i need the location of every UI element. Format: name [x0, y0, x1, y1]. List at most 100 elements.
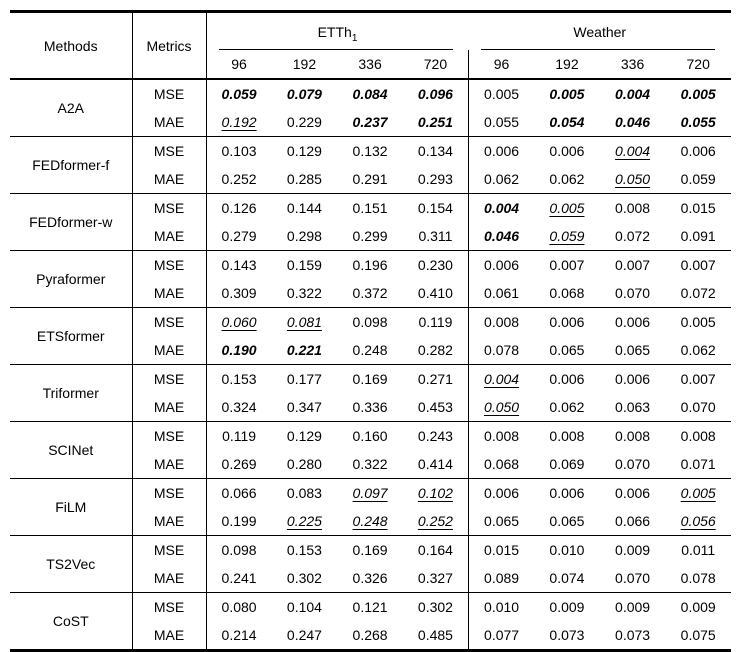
- value-cell: 0.004: [484, 371, 520, 387]
- value-cell: 0.072: [615, 228, 651, 244]
- value-cell: 0.151: [352, 200, 388, 216]
- value-cell: 0.005: [484, 86, 520, 102]
- value-cell: 0.160: [352, 428, 388, 444]
- value-cell: 0.010: [549, 542, 585, 558]
- method-name: SCINet: [10, 421, 133, 479]
- value-cell: 0.059: [680, 171, 716, 187]
- group-header-row: Methods Metrics ETTh1 Weather: [10, 11, 731, 79]
- value-cell: 0.159: [286, 257, 322, 273]
- value-cell: 0.056: [680, 513, 716, 529]
- value-cell: 0.061: [484, 285, 520, 301]
- method-block: Pyraformer MSE 0.143 0.159 0.196 0.230 0.006 0.…: [10, 250, 731, 308]
- value-cell: 0.006: [615, 371, 651, 387]
- value-cell: 0.153: [221, 371, 257, 387]
- value-cell: 0.299: [352, 228, 388, 244]
- value-cell: 0.046: [484, 228, 520, 244]
- value-cell: 0.309: [221, 285, 257, 301]
- value-cell: 0.062: [680, 342, 716, 358]
- value-cell: 0.007: [549, 257, 585, 273]
- value-cell: 0.066: [615, 513, 651, 529]
- metric-label: MSE: [132, 364, 207, 393]
- value-cell: 0.252: [402, 507, 469, 536]
- value-cell: 0.322: [286, 285, 322, 301]
- method-name: FiLM: [10, 478, 133, 536]
- header-rule: [218, 49, 453, 50]
- value-cell: 0.006: [680, 143, 716, 159]
- value-cell: 0.007: [680, 257, 716, 273]
- value-cell: 0.102: [402, 478, 469, 507]
- value-cell: 0.074: [549, 570, 585, 586]
- value-cell: 0.004: [484, 200, 520, 216]
- horizon-header: 336: [620, 56, 645, 72]
- value-cell: 0.006: [615, 485, 651, 501]
- dataset-name: ETTh1: [317, 23, 358, 44]
- table-row: MAE 0.214 0.247 0.268 0.485 0.077 0.073 0.073 0.…: [10, 621, 731, 651]
- value-cell: 0.326: [352, 570, 388, 586]
- value-cell: 0.241: [221, 570, 257, 586]
- value-cell: 0.089: [484, 570, 520, 586]
- value-cell: 0.009: [615, 542, 651, 558]
- value-cell: 0.098: [221, 542, 257, 558]
- horizon-header: 336: [358, 56, 382, 72]
- table-row: MAE 0.252 0.285 0.291 0.293 0.062 0.062 0.050 0.…: [10, 165, 731, 194]
- metric-label: MAE: [132, 336, 207, 365]
- value-cell: 0.060: [221, 314, 257, 330]
- value-cell: 0.069: [549, 456, 585, 472]
- value-cell: 0.336: [352, 399, 388, 415]
- value-cell: 0.214: [221, 627, 257, 643]
- value-cell: 0.311: [402, 222, 469, 251]
- value-cell: 0.072: [680, 285, 716, 301]
- value-cell: 0.129: [286, 143, 322, 159]
- value-cell: 0.119: [222, 428, 257, 444]
- table-row: MAE 0.324 0.347 0.336 0.453 0.050 0.062 0.063 0.…: [10, 393, 731, 422]
- value-cell: 0.068: [549, 285, 585, 301]
- value-cell: 0.324: [221, 399, 257, 415]
- metric-label: MAE: [132, 621, 207, 651]
- table-row: Pyraformer MSE 0.143 0.159 0.196 0.230 0.006 0.…: [10, 250, 731, 308]
- value-cell: 0.237: [352, 114, 388, 130]
- value-cell: 0.071: [680, 456, 716, 472]
- value-cell: 0.271: [402, 364, 469, 393]
- value-cell: 0.077: [484, 627, 520, 643]
- value-cell: 0.132: [352, 143, 388, 159]
- table-row: FEDformer-f MSE 0.103 0.129 0.132 0.134 0.006 0…: [10, 136, 731, 194]
- value-cell: 0.081: [286, 314, 322, 330]
- value-cell: 0.066: [221, 485, 257, 501]
- value-cell: 0.059: [221, 86, 257, 102]
- metric-label: MAE: [132, 108, 207, 137]
- value-cell: 0.282: [402, 336, 469, 365]
- value-cell: 0.293: [402, 165, 469, 194]
- value-cell: 0.169: [352, 542, 388, 558]
- horizon-header: 720: [402, 50, 469, 79]
- value-cell: 0.119: [402, 307, 469, 336]
- value-cell: 0.006: [484, 143, 520, 159]
- value-cell: 0.005: [680, 314, 716, 330]
- value-cell: 0.004: [615, 86, 651, 102]
- method-block: FiLM MSE 0.066 0.083 0.097 0.102 0.006 0.006 0.0…: [10, 478, 731, 536]
- value-cell: 0.169: [352, 371, 388, 387]
- metric-label: MAE: [132, 165, 207, 194]
- metric-label: MSE: [132, 307, 207, 336]
- value-cell: 0.070: [615, 456, 651, 472]
- method-name: ETSformer: [10, 307, 133, 365]
- value-cell: 0.097: [352, 485, 388, 501]
- method-block: ETSformer MSE 0.060 0.081 0.098 0.119 0.008 0.0…: [10, 307, 731, 365]
- table-row: MAE 0.199 0.225 0.248 0.252 0.065 0.065 0.066 0.…: [10, 507, 731, 536]
- value-cell: 0.015: [484, 542, 520, 558]
- value-cell: 0.154: [402, 193, 469, 222]
- value-cell: 0.046: [615, 114, 651, 130]
- value-cell: 0.055: [484, 114, 520, 130]
- method-name: CoST: [10, 592, 133, 651]
- metric-label: MAE: [132, 450, 207, 479]
- value-cell: 0.372: [352, 285, 388, 301]
- horizon-header: 192: [292, 56, 317, 72]
- methods-column-header: Methods: [10, 11, 133, 79]
- value-cell: 0.129: [286, 428, 322, 444]
- value-cell: 0.084: [352, 86, 388, 102]
- value-cell: 0.008: [680, 428, 716, 444]
- value-cell: 0.063: [615, 399, 651, 415]
- value-cell: 0.453: [402, 393, 469, 422]
- value-cell: 0.199: [221, 513, 257, 529]
- value-cell: 0.302: [286, 570, 322, 586]
- value-cell: 0.008: [549, 428, 585, 444]
